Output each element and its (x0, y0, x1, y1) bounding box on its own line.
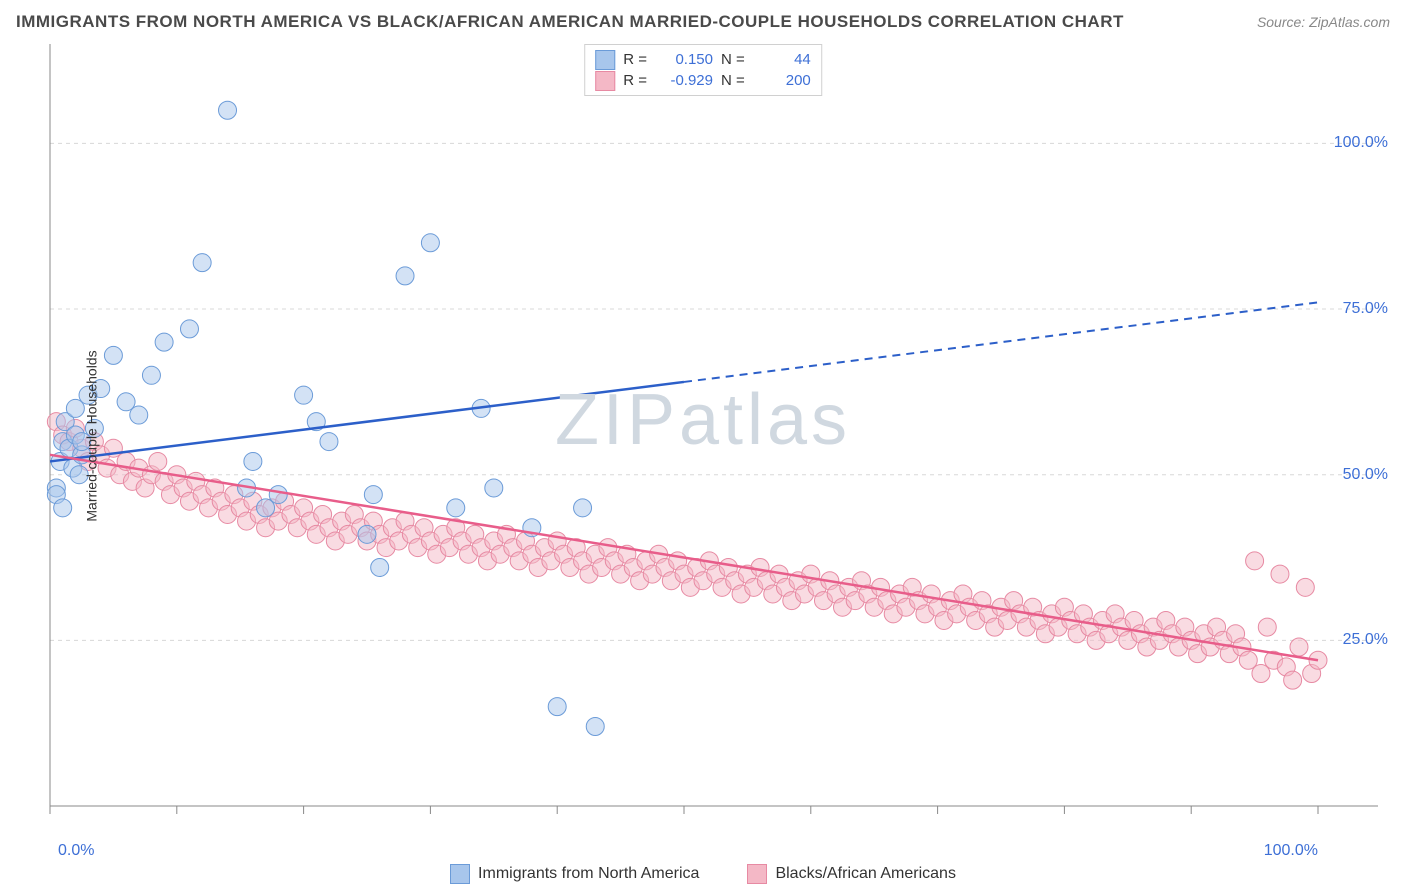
scatter-svg (8, 36, 1398, 836)
legend-row-series-b: R = -0.929 N = 200 (595, 70, 811, 91)
stats-legend: R = 0.150 N = 44 R = -0.929 N = 200 (584, 44, 822, 96)
swatch-series-a (595, 50, 615, 70)
legend-item-a: Immigrants from North America (450, 864, 699, 884)
swatch-series-b (595, 71, 615, 91)
n-value-a: 44 (753, 49, 811, 70)
x-tick-min: 0.0% (58, 842, 94, 860)
y-tick-label: 25.0% (1343, 631, 1388, 649)
chart-title: IMMIGRANTS FROM NORTH AMERICA VS BLACK/A… (16, 12, 1124, 32)
plot-area: Married-couple Households ZIPatlas R = 0… (8, 36, 1398, 836)
series-name-b: Blacks/African Americans (775, 865, 956, 883)
series-name-a: Immigrants from North America (478, 865, 699, 883)
r-value-b: -0.929 (655, 70, 713, 91)
bottom-legend: Immigrants from North America Blacks/Afr… (8, 864, 1398, 884)
swatch-icon (747, 864, 767, 884)
swatch-icon (450, 864, 470, 884)
r-label: R = (623, 49, 647, 70)
x-axis-labels: 0.0% 100.0% (8, 842, 1398, 860)
n-label: N = (721, 49, 745, 70)
n-label: N = (721, 70, 745, 91)
y-tick-label: 75.0% (1343, 300, 1388, 318)
r-value-a: 0.150 (655, 49, 713, 70)
y-tick-label: 100.0% (1334, 134, 1388, 152)
legend-item-b: Blacks/African Americans (747, 864, 956, 884)
y-tick-label: 50.0% (1343, 466, 1388, 484)
x-tick-max: 100.0% (1264, 842, 1318, 860)
r-label: R = (623, 70, 647, 91)
source-credit: Source: ZipAtlas.com (1257, 14, 1390, 30)
n-value-b: 200 (753, 70, 811, 91)
y-axis-label: Married-couple Households (84, 350, 100, 521)
legend-row-series-a: R = 0.150 N = 44 (595, 49, 811, 70)
